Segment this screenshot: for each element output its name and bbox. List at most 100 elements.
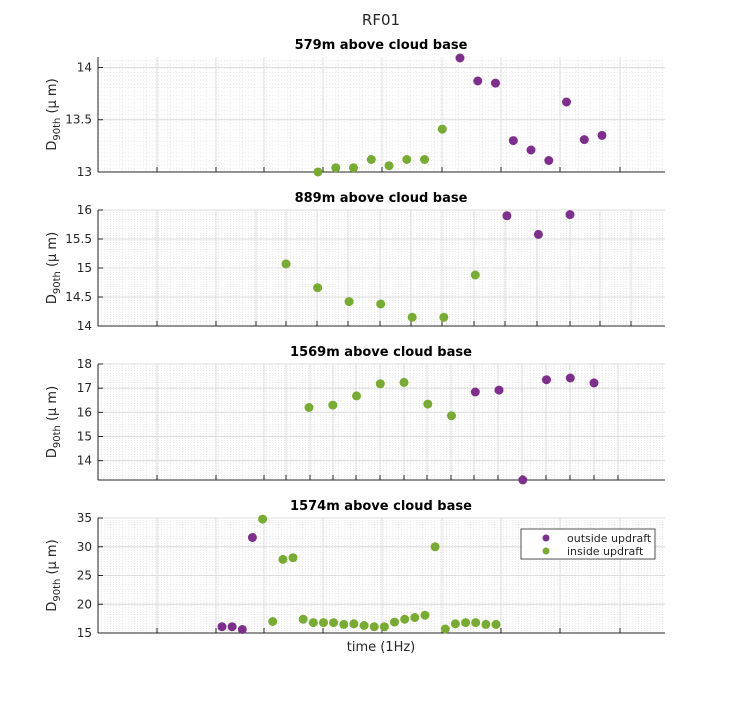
data-point-inside (366, 155, 376, 164)
y-tick-label: 18 (77, 357, 92, 371)
data-point-outside (526, 145, 536, 155)
data-point-inside (339, 619, 349, 629)
data-point-inside (447, 411, 456, 421)
panel-3: 14 15 16 17 18 1569m above cloud base D90th (μ… (45, 345, 665, 485)
data-point-inside (375, 379, 385, 389)
data-point-inside (384, 161, 394, 171)
y-axis-label: D90th (μ m) (45, 539, 63, 611)
data-point-outside (518, 475, 528, 485)
data-point-inside (420, 155, 429, 164)
data-point-inside (352, 391, 361, 401)
figure-title: RF01 (362, 11, 400, 29)
data-point-outside (237, 625, 247, 634)
data-point-inside (399, 377, 409, 387)
data-point-inside (423, 399, 433, 409)
data-point-inside (439, 312, 449, 322)
data-point-inside (402, 155, 412, 164)
data-point-inside (481, 619, 491, 629)
y-tick-label: 16 (77, 405, 92, 419)
subplot-title: 579m above cloud base (295, 38, 468, 53)
y-axis-label: D90th (μ m) (45, 232, 63, 304)
data-point-inside (407, 312, 417, 322)
y-tick-label: 13 (77, 165, 92, 179)
data-point-inside (359, 621, 369, 630)
data-point-inside (268, 617, 278, 626)
data-point-inside (376, 299, 386, 309)
y-tick-label: 15 (77, 430, 92, 444)
data-point-inside (410, 613, 420, 622)
data-point-outside (470, 387, 480, 397)
y-tick-label: 14 (77, 454, 92, 468)
data-point-outside (565, 210, 575, 220)
y-axis-label: D90th (μ m) (45, 78, 63, 150)
data-point-inside (308, 618, 318, 628)
data-point-inside (390, 617, 399, 627)
data-point-inside (313, 283, 323, 293)
legend-marker-outside (542, 534, 550, 542)
data-point-inside (329, 618, 339, 628)
data-point-inside (369, 622, 379, 632)
data-point-outside (544, 156, 554, 165)
data-point-outside (247, 533, 257, 542)
panels: 13 13.5 14 579m above cloud base D90th (μ m)… (45, 38, 665, 640)
data-point-inside (440, 624, 450, 634)
data-point-outside (491, 78, 500, 88)
data-point-inside (461, 618, 471, 628)
data-point-inside (379, 622, 389, 632)
data-point-inside (450, 619, 460, 629)
y-tick-label: 35 (77, 511, 92, 525)
data-point-inside (319, 618, 328, 628)
data-point-inside (400, 614, 410, 624)
y-tick-label: 20 (77, 597, 92, 611)
data-point-outside (473, 76, 483, 86)
data-point-outside (589, 378, 599, 388)
data-point-outside (217, 622, 227, 632)
data-point-outside (533, 229, 543, 239)
data-point-inside (258, 514, 268, 524)
data-point-inside (298, 614, 308, 624)
panel-2: 14 14.5 15 15.5 16 889m above cloud base D90th… (45, 191, 665, 333)
data-point-outside (508, 136, 518, 146)
data-point-outside (455, 53, 465, 63)
data-point-outside (597, 130, 607, 140)
data-point-inside (420, 610, 430, 620)
legend-box (520, 528, 656, 560)
y-axis-label: D90th (μ m) (45, 386, 63, 458)
legend-label-outside: outside updraft (567, 532, 652, 545)
data-point-outside (494, 385, 504, 395)
data-point-outside (542, 375, 551, 385)
y-tick-label: 17 (77, 381, 92, 395)
y-tick-label: 30 (77, 540, 92, 554)
y-tick-label: 16 (77, 203, 92, 217)
data-point-inside (437, 124, 447, 134)
y-tick-label: 15 (77, 626, 92, 640)
legend-label-inside: inside updraft (567, 545, 644, 558)
data-point-outside (227, 622, 237, 632)
y-tick-label: 14 (77, 60, 92, 74)
data-point-inside (344, 297, 354, 307)
data-point-outside (502, 211, 512, 221)
subplot-title: 889m above cloud base (295, 191, 468, 206)
y-tick-label: 14.5 (65, 290, 92, 304)
data-point-inside (331, 163, 341, 173)
data-point-inside (491, 619, 501, 629)
data-point-inside (349, 163, 358, 173)
data-point-inside (471, 618, 481, 628)
data-point-inside (313, 167, 323, 177)
data-point-inside (470, 270, 480, 280)
y-tick-label: 25 (77, 569, 92, 583)
subplot-title: 1569m above cloud base (290, 345, 472, 360)
data-point-outside (565, 373, 575, 383)
legend-marker-inside (542, 547, 550, 555)
y-tick-label: 13.5 (65, 113, 92, 127)
y-tick-label: 15.5 (65, 232, 92, 246)
data-point-inside (430, 542, 440, 552)
y-tick-label: 15 (77, 261, 92, 275)
data-point-inside (288, 553, 298, 563)
data-point-inside (328, 400, 338, 410)
subplot-title: 1574m above cloud base (290, 499, 472, 514)
data-point-inside (304, 403, 314, 412)
data-point-inside (281, 259, 291, 269)
